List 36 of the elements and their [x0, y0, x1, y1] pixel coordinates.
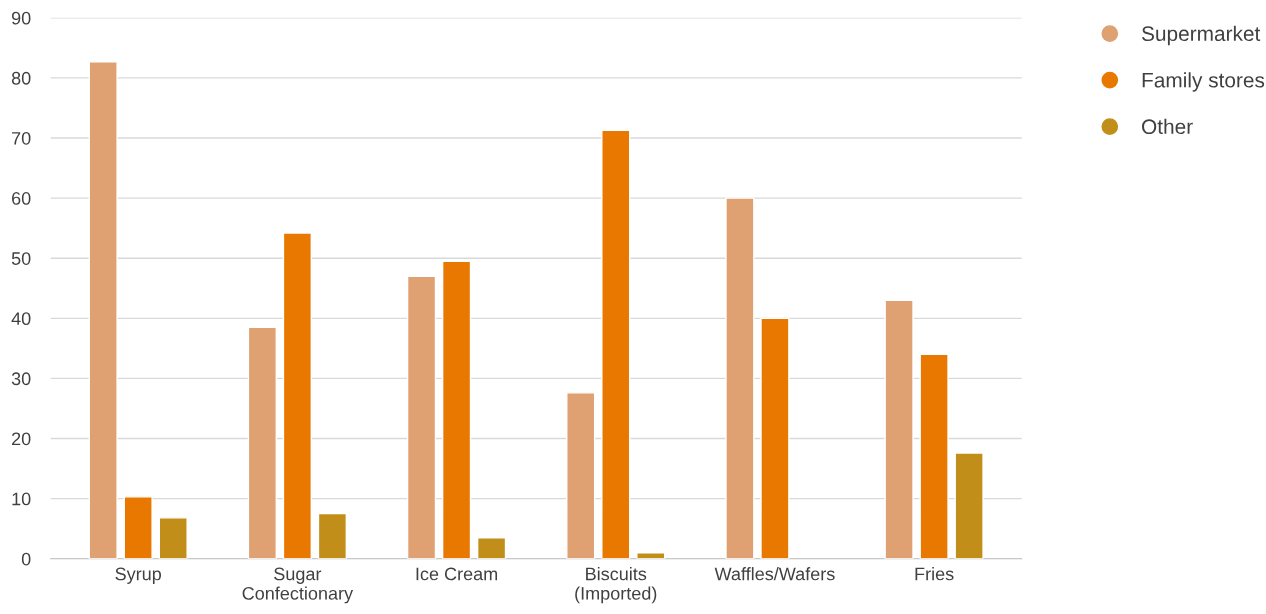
x-tick-label: Waffles/Wafers [714, 567, 835, 581]
y-tick-label: 60 [12, 192, 31, 205]
legend-label: Supermarket [1141, 25, 1261, 46]
bar [317, 512, 348, 559]
y-tick-label: 70 [12, 131, 31, 145]
bar [282, 232, 312, 559]
bar [636, 552, 666, 559]
bar [725, 197, 755, 559]
x-tick-label: Ice Cream [416, 567, 498, 581]
bar [954, 452, 984, 559]
y-tick-label: 0 [21, 552, 31, 566]
y-tick-label: 30 [11, 372, 31, 386]
bar [476, 537, 507, 559]
bar [884, 299, 914, 559]
bar [88, 60, 118, 559]
legend-label: Family stores [1142, 72, 1265, 92]
x-tick-label: Syrup [115, 567, 162, 584]
bar [406, 275, 437, 559]
bar [760, 317, 790, 559]
bar [123, 496, 153, 559]
x-tick-label: Sugar Confectionary [242, 567, 354, 604]
bar [566, 392, 596, 559]
bar [601, 129, 631, 559]
bar [441, 260, 472, 559]
bar [158, 517, 188, 559]
y-tick-label: 40 [11, 312, 31, 326]
y-tick-label: 50 [11, 252, 31, 265]
y-tick-label: 20 [12, 432, 31, 446]
legend-label: Other [1142, 118, 1193, 135]
y-tick-label: 90 [11, 11, 31, 25]
bar [247, 326, 277, 559]
bar [919, 353, 949, 559]
y-tick-label: 10 [12, 492, 31, 506]
x-tick-label: Fries [915, 567, 954, 581]
x-tick-label: Biscuits (Imported) [575, 567, 657, 604]
y-tick-label: 80 [11, 71, 31, 85]
